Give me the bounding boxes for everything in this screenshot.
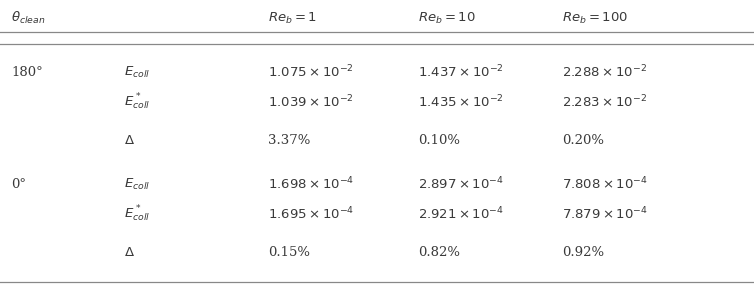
Text: 0.20%: 0.20%	[562, 133, 604, 146]
Text: 0.15%: 0.15%	[268, 245, 310, 258]
Text: $2.283 \times 10^{-2}$: $2.283 \times 10^{-2}$	[562, 94, 647, 110]
Text: $Re_b = 1$: $Re_b = 1$	[268, 11, 317, 26]
Text: $E^*_{coll}$: $E^*_{coll}$	[124, 92, 151, 112]
Text: $2.288 \times 10^{-2}$: $2.288 \times 10^{-2}$	[562, 64, 647, 80]
Text: $E_{coll}$: $E_{coll}$	[124, 176, 151, 192]
Text: $7.879 \times 10^{-4}$: $7.879 \times 10^{-4}$	[562, 206, 648, 222]
Text: $Re_b = 100$: $Re_b = 100$	[562, 11, 628, 26]
Text: $\Delta$: $\Delta$	[124, 133, 136, 146]
Text: $1.695 \times 10^{-4}$: $1.695 \times 10^{-4}$	[268, 206, 354, 222]
Text: 3.37%: 3.37%	[268, 133, 310, 146]
Text: $1.698 \times 10^{-4}$: $1.698 \times 10^{-4}$	[268, 176, 354, 192]
Text: $7.808 \times 10^{-4}$: $7.808 \times 10^{-4}$	[562, 176, 648, 192]
Text: $1.435 \times 10^{-2}$: $1.435 \times 10^{-2}$	[418, 94, 504, 110]
Text: 0.10%: 0.10%	[418, 133, 461, 146]
Text: $E^*_{coll}$: $E^*_{coll}$	[124, 204, 151, 224]
Text: $E_{coll}$: $E_{coll}$	[124, 64, 151, 80]
Text: $1.075 \times 10^{-2}$: $1.075 \times 10^{-2}$	[268, 64, 354, 80]
Text: 180°: 180°	[11, 66, 43, 78]
Text: 0.82%: 0.82%	[418, 245, 461, 258]
Text: 0°: 0°	[11, 178, 26, 191]
Text: 0.92%: 0.92%	[562, 245, 604, 258]
Text: $1.437 \times 10^{-2}$: $1.437 \times 10^{-2}$	[418, 64, 504, 80]
Text: $2.921 \times 10^{-4}$: $2.921 \times 10^{-4}$	[418, 206, 504, 222]
Text: $1.039 \times 10^{-2}$: $1.039 \times 10^{-2}$	[268, 94, 354, 110]
Text: $2.897 \times 10^{-4}$: $2.897 \times 10^{-4}$	[418, 176, 504, 192]
Text: $\theta_{clean}$: $\theta_{clean}$	[11, 10, 46, 26]
Text: $\Delta$: $\Delta$	[124, 245, 136, 258]
Text: $Re_b = 10$: $Re_b = 10$	[418, 11, 477, 26]
